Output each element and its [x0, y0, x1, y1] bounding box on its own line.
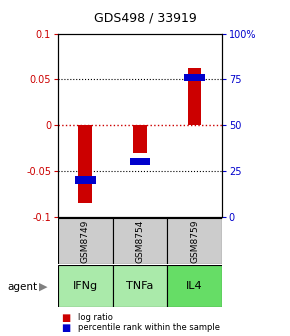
Text: GSM8759: GSM8759 — [190, 219, 199, 263]
Bar — [184, 74, 205, 81]
Bar — [113, 218, 167, 264]
Text: GSM8754: GSM8754 — [135, 219, 144, 263]
Bar — [113, 265, 167, 307]
Text: ■: ■ — [61, 323, 70, 333]
Bar — [167, 218, 222, 264]
Text: log ratio: log ratio — [78, 313, 113, 322]
Text: ▶: ▶ — [39, 282, 47, 292]
Text: GDS498 / 33919: GDS498 / 33919 — [94, 12, 196, 25]
Text: TNFa: TNFa — [126, 282, 154, 291]
Bar — [58, 218, 113, 264]
Text: IFNg: IFNg — [73, 282, 98, 291]
Text: percentile rank within the sample: percentile rank within the sample — [78, 323, 220, 332]
Bar — [75, 176, 96, 184]
Text: GSM8749: GSM8749 — [81, 219, 90, 263]
Bar — [133, 125, 147, 153]
Bar — [188, 69, 201, 125]
Text: ■: ■ — [61, 312, 70, 323]
Text: agent: agent — [7, 282, 37, 292]
Text: IL4: IL4 — [186, 282, 203, 291]
Bar — [79, 125, 92, 203]
Bar — [167, 265, 222, 307]
Bar — [58, 265, 113, 307]
Bar — [130, 158, 150, 165]
